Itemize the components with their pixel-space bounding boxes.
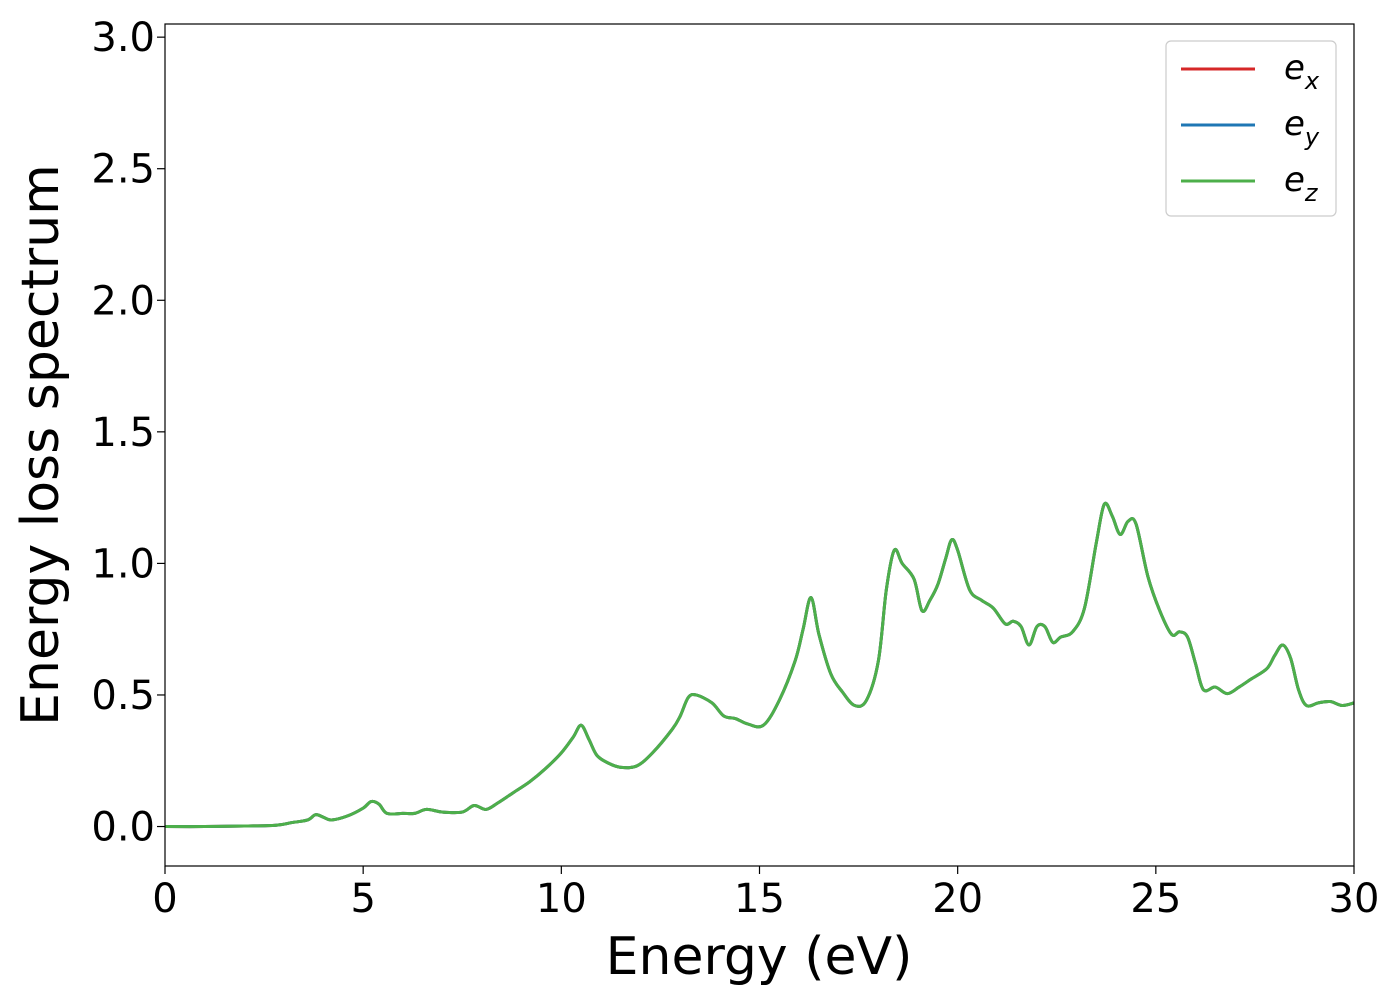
x-tick-label: 25 [1130, 876, 1181, 922]
series-line-z [164, 501, 1355, 829]
y-tick-label: 3.0 [91, 15, 155, 61]
x-tick-label: 20 [932, 876, 983, 922]
legend-box [1165, 40, 1337, 217]
y-tick-label: 0.5 [91, 673, 155, 719]
y-axis-label: Energy loss spectrum [11, 164, 71, 726]
x-tick-label: 0 [152, 876, 177, 922]
y-tick-label: 2.0 [91, 278, 155, 324]
y-tick-label: 1.0 [91, 541, 155, 587]
y-axis-ticks: 0.0 0.5 1.0 1.5 2.0 2.5 3.0 [91, 15, 165, 851]
y-tick-label: 1.5 [91, 410, 155, 456]
x-tick-label: 10 [536, 876, 587, 922]
x-axis-label: Energy (eV) [606, 927, 913, 987]
y-tick-label: 0.0 [91, 805, 155, 851]
x-tick-label: 15 [734, 876, 785, 922]
x-tick-label: 5 [350, 876, 375, 922]
x-axis-ticks: 0 5 10 15 20 25 30 [152, 866, 1379, 922]
y-tick-label: 2.5 [91, 147, 155, 193]
series-layer [164, 501, 1355, 829]
x-tick-label: 30 [1329, 876, 1380, 922]
